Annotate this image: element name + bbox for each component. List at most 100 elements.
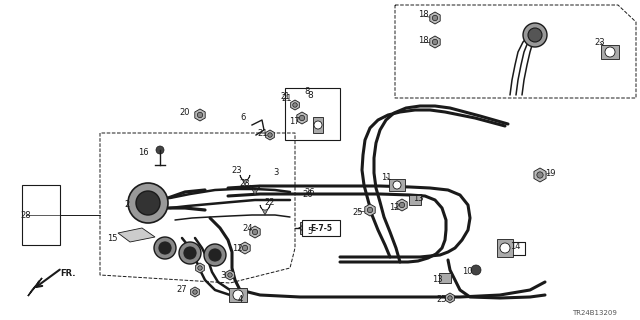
Polygon shape [260,205,270,215]
Circle shape [292,103,297,107]
Circle shape [228,273,232,277]
Circle shape [208,248,222,262]
Text: 28: 28 [20,211,31,220]
Circle shape [136,191,160,215]
Text: E-7-5: E-7-5 [310,223,332,233]
Text: 21: 21 [282,93,292,102]
Text: 24: 24 [243,223,253,233]
Text: 3: 3 [220,270,226,279]
Bar [409,195,421,205]
Circle shape [500,243,510,253]
Polygon shape [196,263,204,273]
Text: 23: 23 [595,37,605,46]
Bar [497,239,513,257]
Circle shape [393,181,401,189]
Circle shape [537,172,543,178]
Polygon shape [445,293,454,303]
Text: 5: 5 [307,227,312,236]
Text: 3: 3 [273,167,278,177]
Text: 11: 11 [381,172,391,181]
Polygon shape [430,36,440,48]
Text: 26: 26 [305,188,316,196]
Polygon shape [534,168,546,182]
Bar [22,185,60,245]
Text: 10: 10 [461,267,472,276]
Circle shape [233,290,243,300]
Polygon shape [430,12,440,24]
Text: 13: 13 [413,194,423,203]
Circle shape [432,39,438,45]
Polygon shape [226,270,234,280]
Circle shape [367,207,372,213]
Circle shape [204,244,226,266]
Circle shape [193,290,197,294]
Text: 21: 21 [258,129,268,138]
Text: FR.: FR. [60,269,76,278]
Text: 25: 25 [436,294,447,303]
Text: 27: 27 [177,285,188,294]
Circle shape [448,296,452,300]
Polygon shape [250,185,260,195]
Polygon shape [297,112,307,124]
Bar [439,273,451,283]
Circle shape [252,229,258,235]
Text: 6: 6 [240,113,246,122]
Bar [302,220,340,236]
Polygon shape [250,226,260,238]
Text: 18: 18 [418,10,428,19]
Circle shape [300,115,305,121]
Circle shape [198,266,202,270]
Polygon shape [118,228,155,242]
Circle shape [399,202,404,208]
Text: 8: 8 [304,86,310,95]
Polygon shape [195,109,205,121]
Polygon shape [291,100,300,110]
Circle shape [432,15,438,21]
Text: 4: 4 [237,295,243,305]
Bar [389,179,405,191]
Text: 14: 14 [509,242,520,251]
Circle shape [156,146,164,154]
Circle shape [128,183,168,223]
Circle shape [243,245,248,251]
Text: 15: 15 [107,234,117,243]
Text: 21: 21 [280,92,290,100]
Text: 25: 25 [353,207,364,217]
Circle shape [158,241,172,255]
Bar [300,222,310,234]
Text: 16: 16 [138,148,148,156]
Circle shape [154,237,176,259]
Polygon shape [240,242,250,254]
Bar [601,45,619,59]
Text: 23: 23 [240,179,250,188]
Text: 17: 17 [289,116,300,125]
Text: 23: 23 [232,165,243,174]
Circle shape [471,265,481,275]
Circle shape [605,47,615,57]
Text: 20: 20 [180,108,190,116]
Polygon shape [240,175,250,185]
Bar [285,88,340,140]
Polygon shape [397,199,407,211]
Text: 2: 2 [124,199,130,209]
Text: 8: 8 [307,91,313,100]
Text: TR24B13209: TR24B13209 [573,310,618,316]
Circle shape [301,224,309,232]
Text: 26: 26 [303,189,314,198]
Circle shape [197,112,203,118]
Text: 22: 22 [265,197,275,206]
Circle shape [528,28,542,42]
Text: 19: 19 [545,169,556,178]
Polygon shape [266,130,275,140]
Bar [229,288,247,302]
Circle shape [183,246,197,260]
Polygon shape [365,204,375,216]
Circle shape [179,242,201,264]
Circle shape [314,121,322,129]
Circle shape [523,23,547,47]
Bar [313,117,323,133]
Text: 12: 12 [232,244,243,252]
Text: 13: 13 [432,275,442,284]
Polygon shape [28,278,42,296]
Text: 12: 12 [388,203,399,212]
